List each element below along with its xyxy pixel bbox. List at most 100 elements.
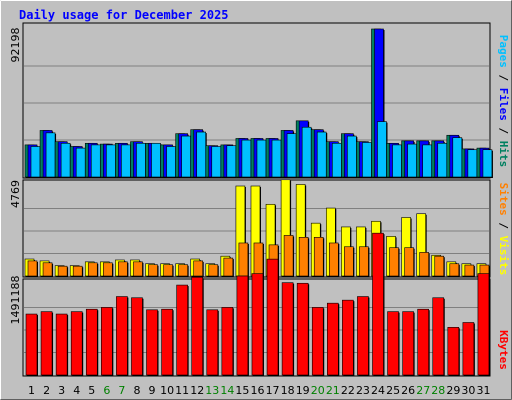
x-tick-label-day-15: 15 bbox=[235, 384, 249, 397]
x-tick-label-day-6: 6 bbox=[103, 384, 110, 397]
bar-pages-day-8-group bbox=[136, 142, 147, 178]
bar-pages-day-22-group bbox=[347, 135, 358, 178]
x-tick-label-day-22: 22 bbox=[341, 384, 355, 397]
x-tick-label-day-12: 12 bbox=[190, 384, 204, 397]
bar-kbytes-day-10-group bbox=[161, 308, 174, 376]
bar-pages-day-15 bbox=[241, 139, 252, 178]
bar-pages-day-6-group bbox=[106, 144, 117, 178]
panel-visits-sites-marks bbox=[24, 179, 490, 277]
bar-pages-day-27 bbox=[422, 144, 432, 178]
bar-pages-day-21-group bbox=[331, 142, 343, 178]
bar-kbytes-day-7 bbox=[116, 296, 128, 376]
bar-pages-day-1 bbox=[30, 146, 41, 178]
bar-sites-day-7 bbox=[118, 261, 128, 277]
bar-pages-day-18-group bbox=[286, 133, 298, 178]
bar-pages-day-9-group bbox=[151, 142, 162, 178]
bar-sites-day-14-group bbox=[223, 257, 234, 277]
bar-kbytes-day-12-group bbox=[191, 276, 204, 376]
bar-kbytes-day-21 bbox=[326, 302, 339, 376]
panel-kbytes-marks bbox=[24, 232, 490, 376]
bar-kbytes-day-24 bbox=[372, 232, 384, 376]
bar-pages-day-3-group bbox=[60, 142, 72, 178]
bar-kbytes-day-31 bbox=[477, 273, 490, 376]
bar-kbytes-day-11-group bbox=[176, 284, 189, 376]
bar-sites-day-5-group bbox=[87, 262, 99, 277]
bar-pages-day-28 bbox=[437, 142, 448, 178]
bar-pages-day-25 bbox=[392, 144, 402, 178]
bar-kbytes-day-17-group bbox=[266, 258, 280, 376]
bar-sites-day-4-group bbox=[72, 265, 84, 277]
bar-sites-day-21 bbox=[328, 242, 339, 277]
bar-sites-day-12-group bbox=[193, 260, 204, 277]
bar-kbytes-day-5-group bbox=[85, 308, 99, 376]
bar-sites-day-21-group bbox=[328, 242, 340, 277]
bar-pages-day-17-group bbox=[271, 139, 283, 178]
bar-sites-day-20 bbox=[313, 237, 324, 277]
x-tick-label-day-1: 1 bbox=[28, 384, 35, 397]
x-tick-label-day-25: 25 bbox=[386, 384, 400, 397]
bar-kbytes-day-9 bbox=[146, 309, 158, 376]
bar-kbytes-day-16-group bbox=[251, 273, 264, 376]
bar-pages-day-31-group bbox=[482, 149, 493, 178]
x-tick-label-day-24: 24 bbox=[371, 384, 385, 397]
bar-sites-day-8-group bbox=[133, 261, 144, 277]
bar-pages-day-5 bbox=[90, 144, 101, 178]
x-tick-label-day-26: 26 bbox=[401, 384, 415, 397]
bar-sites-day-6-group bbox=[103, 262, 114, 277]
bar-sites-day-11 bbox=[178, 264, 188, 277]
bar-sites-day-30 bbox=[464, 264, 475, 277]
panel-visits-max-label: 4769 bbox=[9, 180, 22, 208]
bar-sites-day-13 bbox=[208, 264, 219, 277]
panel-hits-files-pages-marks bbox=[24, 28, 493, 178]
bar-pages-day-24 bbox=[377, 121, 387, 178]
bar-sites-day-12 bbox=[193, 260, 204, 277]
x-tick-label-day-28: 28 bbox=[431, 384, 445, 397]
bar-pages-day-23 bbox=[362, 142, 372, 178]
bar-kbytes-day-12 bbox=[191, 276, 204, 376]
x-tick-label-day-17: 17 bbox=[266, 384, 280, 397]
bar-kbytes-day-26-group bbox=[402, 311, 415, 376]
bar-pages-day-6 bbox=[106, 144, 116, 178]
bar-kbytes-day-18 bbox=[281, 282, 294, 376]
legend-part-kbytes-0: KBytes bbox=[497, 330, 510, 370]
bar-sites-day-22 bbox=[344, 246, 354, 277]
bar-sites-day-20-group bbox=[313, 237, 325, 277]
bar-sites-day-26-group bbox=[404, 247, 415, 277]
bar-sites-day-7-group bbox=[118, 261, 129, 277]
bar-sites-day-30-group bbox=[464, 264, 475, 277]
bar-kbytes-day-15 bbox=[236, 275, 249, 376]
bar-pages-day-4 bbox=[75, 147, 86, 178]
bar-kbytes-day-14-group bbox=[221, 307, 234, 376]
bar-pages-day-22 bbox=[347, 135, 357, 178]
x-tick-label-day-13: 13 bbox=[205, 384, 219, 397]
bar-pages-day-16 bbox=[256, 139, 267, 178]
bar-pages-day-26 bbox=[407, 143, 417, 178]
bar-kbytes-day-20 bbox=[311, 307, 324, 376]
bar-sites-day-8 bbox=[133, 261, 143, 277]
bar-kbytes-day-19 bbox=[296, 282, 309, 376]
bar-kbytes-day-2-group bbox=[40, 311, 54, 376]
bar-sites-day-5 bbox=[87, 262, 98, 277]
bar-pages-day-24-group bbox=[377, 121, 388, 178]
bar-sites-day-16-group bbox=[253, 242, 264, 277]
x-tick-label-day-11: 11 bbox=[175, 384, 189, 397]
bar-kbytes-day-26 bbox=[402, 311, 414, 376]
bar-sites-day-10 bbox=[163, 264, 173, 277]
bar-kbytes-day-21-group bbox=[326, 302, 340, 376]
bar-pages-day-14-group bbox=[226, 145, 237, 178]
bar-pages-day-14 bbox=[226, 145, 237, 178]
bar-pages-day-18 bbox=[286, 133, 297, 178]
legend-part-hits_files_pages-0: Pages bbox=[497, 35, 510, 68]
x-tick-label-day-3: 3 bbox=[58, 384, 65, 397]
bar-kbytes-day-22-group bbox=[342, 299, 355, 376]
bar-pages-day-29 bbox=[452, 137, 463, 178]
bar-pages-day-11 bbox=[181, 135, 191, 178]
panel-hits-legend: Pages / Files / Hits bbox=[497, 35, 510, 168]
legend-part-hits_files_pages-3: / bbox=[497, 121, 510, 141]
bar-sites-day-10-group bbox=[163, 264, 174, 277]
bar-pages-day-30-group bbox=[467, 149, 478, 178]
bar-pages-day-28-group bbox=[437, 142, 448, 178]
bar-pages-day-17 bbox=[271, 139, 282, 178]
bar-sites-day-28-group bbox=[434, 255, 445, 277]
